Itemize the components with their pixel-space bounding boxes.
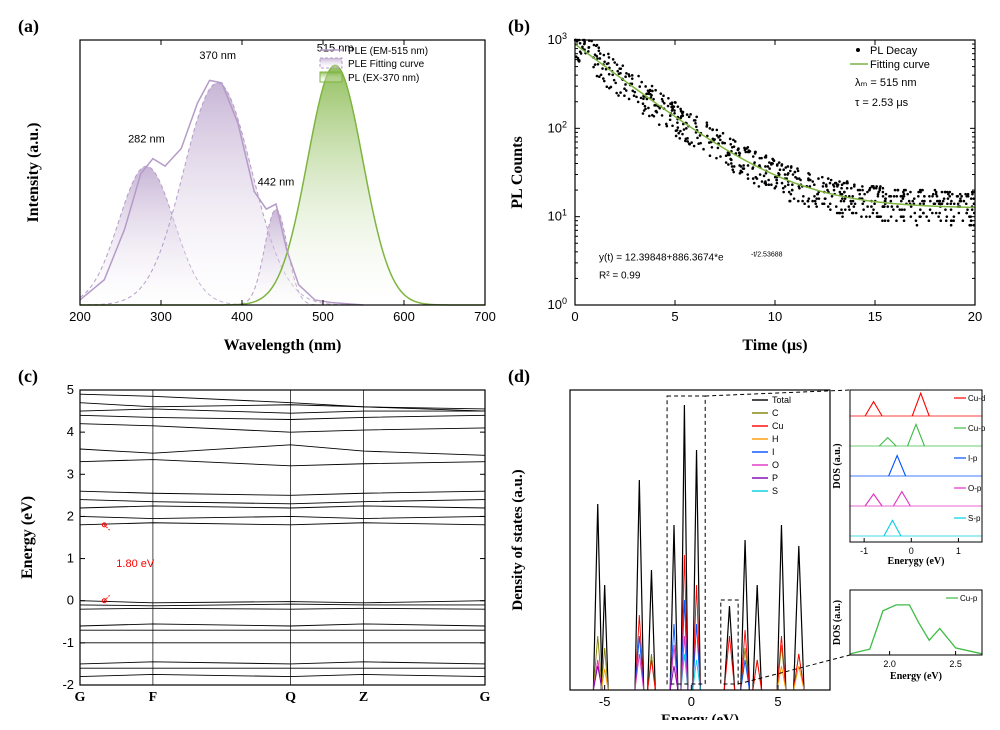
svg-text:PLE (EM-515 nm): PLE (EM-515 nm) (348, 46, 428, 57)
svg-text:G: G (75, 690, 86, 705)
svg-text:O: O (772, 460, 779, 470)
svg-text:DOS (a.u.): DOS (a.u.) (832, 600, 843, 645)
figure-grid: (a) 200300400500600700Wavelength (nm)Int… (10, 10, 990, 720)
svg-text:λₘ = 515 nm: λₘ = 515 nm (855, 77, 917, 89)
svg-text:Z: Z (359, 690, 368, 705)
svg-text:700: 700 (474, 309, 496, 324)
svg-text:τ = 2.53 μs: τ = 2.53 μs (855, 97, 909, 109)
svg-text:15: 15 (868, 309, 882, 324)
svg-text:S-p: S-p (968, 514, 981, 523)
svg-text:100: 100 (548, 296, 567, 312)
svg-text:0: 0 (571, 309, 578, 324)
svg-text:400: 400 (231, 309, 253, 324)
svg-text:4: 4 (67, 424, 74, 439)
svg-text:Cu-p: Cu-p (968, 424, 986, 433)
panel-d: (d) -5 0 5 Energy (eV) Density of states (a.… (500, 360, 990, 720)
svg-text:I: I (772, 447, 775, 457)
panel-a: (a) 200 300 400 500 600 700 Wavelength (nm) Int… (10, 10, 500, 360)
svg-text:1: 1 (956, 546, 961, 556)
svg-text:101: 101 (548, 208, 567, 224)
svg-text:0: 0 (688, 694, 695, 709)
svg-text:H: H (772, 434, 779, 444)
svg-text:600: 600 (393, 309, 415, 324)
svg-text:C: C (772, 408, 779, 418)
svg-text:P: P (772, 473, 778, 483)
svg-text:-1: -1 (62, 635, 74, 650)
svg-text:G: G (480, 690, 491, 705)
svg-text:1.80 eV: 1.80 eV (116, 558, 155, 570)
svg-text:PL Counts: PL Counts (509, 136, 526, 208)
svg-text:5: 5 (671, 309, 678, 324)
svg-text:102: 102 (548, 119, 567, 135)
svg-text:Energy (eV): Energy (eV) (19, 496, 36, 579)
svg-text:Total: Total (772, 395, 791, 405)
svg-text:PL Decay: PL Decay (870, 45, 918, 57)
svg-text:2.0: 2.0 (883, 659, 896, 669)
panel-d-label: (d) (508, 366, 530, 387)
svg-text:PLE Fitting curve: PLE Fitting curve (348, 59, 425, 70)
svg-text:282 nm: 282 nm (128, 134, 165, 146)
svg-text:DOS (a.u.): DOS (a.u.) (832, 443, 843, 488)
svg-text:y(t) = 12.39848+886.3674*e: y(t) = 12.39848+886.3674*e (599, 252, 724, 263)
svg-text:Q: Q (285, 690, 296, 705)
panel-c-label: (c) (18, 366, 38, 387)
svg-text:PL (EX-370 nm): PL (EX-370 nm) (348, 73, 419, 84)
panel-b-svg: 0 5 10 15 20 100 101 102 103 Time (μs) PL Counts PL… (500, 10, 990, 360)
panel-c-svg: GFQZG-2-1012345Energy (eV)1.80 eV (10, 360, 500, 720)
svg-text:1: 1 (67, 551, 74, 566)
svg-text:S: S (772, 486, 778, 496)
svg-text:442 nm: 442 nm (258, 176, 295, 188)
svg-text:103: 103 (548, 31, 567, 47)
svg-text:20: 20 (968, 309, 982, 324)
svg-text:F: F (149, 690, 158, 705)
panel-a-svg: 200 300 400 500 600 700 Wavelength (nm) Intensi… (10, 10, 500, 360)
svg-text:Cu-d: Cu-d (968, 394, 985, 403)
svg-text:0: 0 (67, 593, 74, 608)
panel-a-label: (a) (18, 16, 39, 37)
svg-text:200: 200 (69, 309, 91, 324)
svg-text:-t/2.53688: -t/2.53688 (751, 251, 783, 258)
panel-d-svg: -5 0 5 Energy (eV) Density of states (a.u.) T… (500, 360, 990, 720)
svg-text:2.5: 2.5 (949, 659, 962, 669)
svg-text:10: 10 (768, 309, 782, 324)
svg-text:Time (μs): Time (μs) (742, 337, 807, 354)
svg-text:5: 5 (67, 382, 74, 397)
svg-text:Energy (eV): Energy (eV) (661, 712, 739, 720)
svg-text:I-p: I-p (968, 454, 978, 463)
svg-text:O-p: O-p (968, 484, 982, 493)
svg-text:2: 2 (67, 508, 74, 523)
svg-text:-5: -5 (599, 694, 611, 709)
svg-text:Wavelength (nm): Wavelength (nm) (224, 337, 342, 354)
svg-text:Cu-p: Cu-p (960, 594, 978, 603)
svg-text:-1: -1 (860, 546, 868, 556)
svg-text:500: 500 (312, 309, 334, 324)
svg-text:-2: -2 (62, 677, 74, 692)
panel-b-label: (b) (508, 16, 530, 37)
svg-text:370 nm: 370 nm (199, 50, 236, 62)
svg-text:Intensity (a.u.): Intensity (a.u.) (25, 122, 42, 222)
svg-text:Fitting curve: Fitting curve (870, 59, 930, 71)
panel-c: (c) GFQZG-2-1012345Energy (eV)1.80 eV (10, 360, 500, 720)
svg-text:3: 3 (67, 466, 74, 481)
svg-text:0: 0 (909, 546, 914, 556)
svg-text:300: 300 (150, 309, 172, 324)
svg-text:5: 5 (774, 694, 781, 709)
svg-text:Energy (eV): Energy (eV) (890, 671, 942, 682)
svg-text:R² = 0.99: R² = 0.99 (599, 270, 641, 281)
panel-b: (b) 0 5 10 15 20 100 101 102 103 Time (μs) PL Coun… (500, 10, 990, 360)
svg-text:Density of states (a.u.): Density of states (a.u.) (510, 469, 526, 610)
svg-text:Enerygy (eV): Enerygy (eV) (888, 556, 945, 567)
svg-text:Cu: Cu (772, 421, 784, 431)
